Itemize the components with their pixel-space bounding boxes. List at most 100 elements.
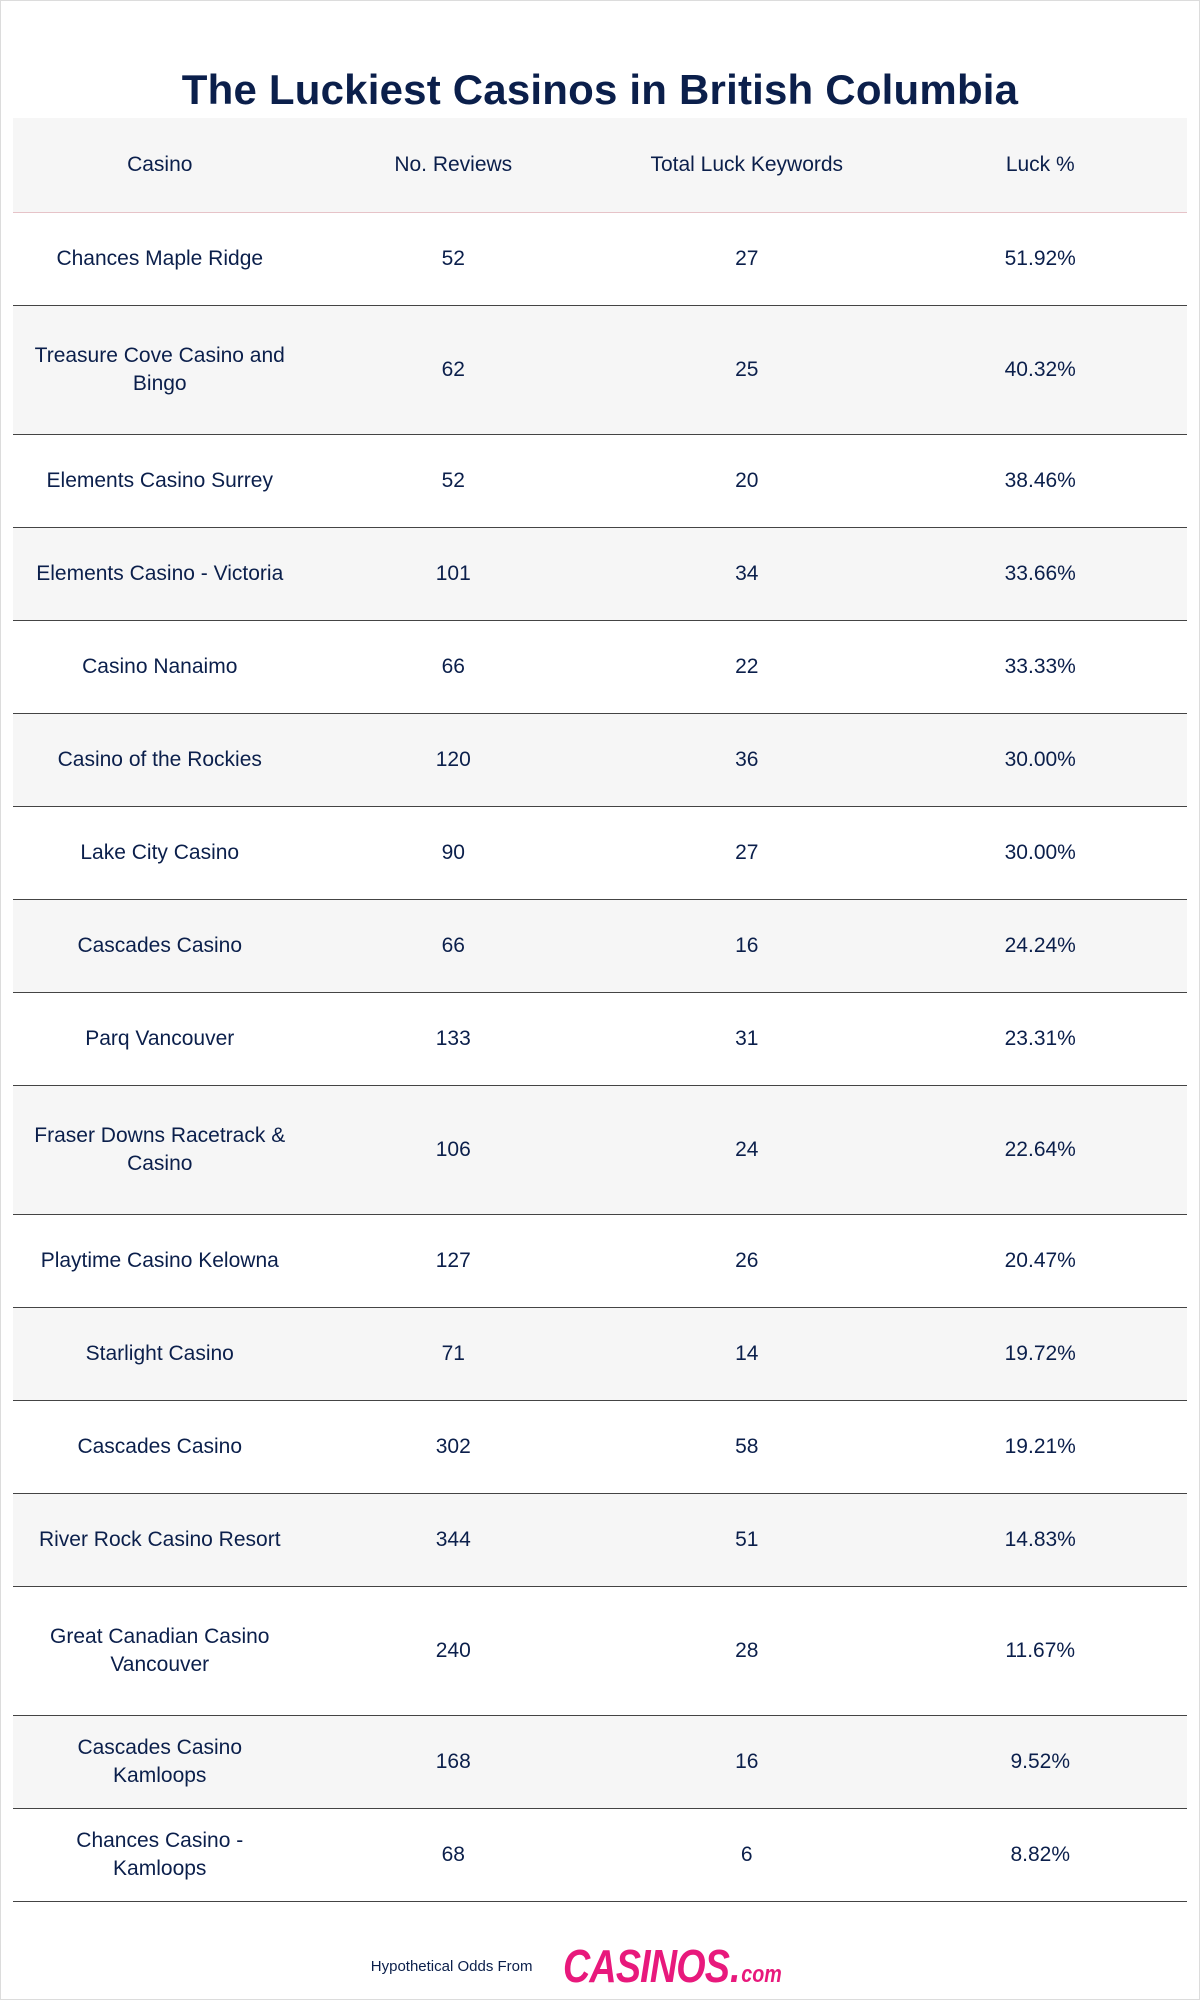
cell-reviews: 52 — [306, 434, 600, 528]
cell-keywords: 58 — [600, 1400, 894, 1494]
cell-casino: Starlight Casino — [13, 1307, 307, 1401]
table-row: Playtime Casino Kelowna 127 26 20.47% — [13, 1214, 1187, 1308]
cell-keywords: 31 — [600, 992, 894, 1086]
cell-luck: 9.52% — [893, 1715, 1187, 1809]
cell-reviews: 62 — [306, 305, 600, 435]
table-header: Casino No. Reviews Total Luck Keywords L… — [13, 118, 1187, 213]
table-row: Cascades Casino 302 58 19.21% — [13, 1400, 1187, 1494]
cell-casino: Cascades Casino — [13, 899, 307, 993]
cell-luck: 38.46% — [893, 434, 1187, 528]
footer: Hypothetical Odds From CASINOS . com — [0, 1940, 1200, 1992]
cell-casino: Parq Vancouver — [13, 992, 307, 1086]
table-row: Cascades Casino Kamloops 168 16 9.52% — [13, 1715, 1187, 1809]
cell-reviews: 68 — [306, 1808, 600, 1902]
cell-keywords: 27 — [600, 806, 894, 900]
cell-luck: 19.72% — [893, 1307, 1187, 1401]
cell-casino: Casino of the Rockies — [13, 713, 307, 807]
table-row: Fraser Downs Racetrack & Casino 106 24 2… — [13, 1085, 1187, 1215]
table-row: Chances Maple Ridge 52 27 51.92% — [13, 212, 1187, 306]
cell-reviews: 71 — [306, 1307, 600, 1401]
table-row: Casino Nanaimo 66 22 33.33% — [13, 620, 1187, 714]
cell-reviews: 127 — [306, 1214, 600, 1308]
cell-luck: 14.83% — [893, 1493, 1187, 1587]
cell-keywords: 51 — [600, 1493, 894, 1587]
cell-keywords: 25 — [600, 305, 894, 435]
cell-luck: 19.21% — [893, 1400, 1187, 1494]
cell-keywords: 24 — [600, 1085, 894, 1215]
cell-casino: River Rock Casino Resort — [13, 1493, 307, 1587]
cell-luck: 11.67% — [893, 1586, 1187, 1716]
cell-reviews: 106 — [306, 1085, 600, 1215]
casino-table: Casino No. Reviews Total Luck Keywords L… — [13, 118, 1187, 1902]
cell-reviews: 344 — [306, 1493, 600, 1587]
cell-keywords: 6 — [600, 1808, 894, 1902]
cell-reviews: 133 — [306, 992, 600, 1086]
table-body: Chances Maple Ridge 52 27 51.92% Treasur… — [13, 212, 1187, 1902]
logo-wordmark: CASINOS — [562, 1940, 730, 1992]
cell-luck: 20.47% — [893, 1214, 1187, 1308]
cell-casino: Cascades Casino Kamloops — [13, 1715, 307, 1809]
cell-luck: 23.31% — [893, 992, 1187, 1086]
table-row: Cascades Casino 66 16 24.24% — [13, 899, 1187, 993]
cell-luck: 30.00% — [893, 806, 1187, 900]
cell-keywords: 28 — [600, 1586, 894, 1716]
table-row: Casino of the Rockies 120 36 30.00% — [13, 713, 1187, 807]
cell-reviews: 66 — [306, 620, 600, 714]
table-row: Treasure Cove Casino and Bingo 62 25 40.… — [13, 305, 1187, 435]
cell-casino: Chances Casino - Kamloops — [13, 1808, 307, 1902]
table-row: Starlight Casino 71 14 19.72% — [13, 1307, 1187, 1401]
cell-casino: Playtime Casino Kelowna — [13, 1214, 307, 1308]
cell-reviews: 240 — [306, 1586, 600, 1716]
table-row: River Rock Casino Resort 344 51 14.83% — [13, 1493, 1187, 1587]
cell-luck: 8.82% — [893, 1808, 1187, 1902]
page-title: The Luckiest Casinos in British Columbia — [181, 66, 1019, 114]
header-keywords: Total Luck Keywords — [600, 118, 894, 213]
table-row: Lake City Casino 90 27 30.00% — [13, 806, 1187, 900]
cell-casino: Chances Maple Ridge — [13, 212, 307, 306]
cell-luck: 24.24% — [893, 899, 1187, 993]
header-row: Casino No. Reviews Total Luck Keywords L… — [13, 118, 1187, 213]
cell-casino: Great Canadian Casino Vancouver — [13, 1586, 307, 1716]
cell-casino: Fraser Downs Racetrack & Casino — [13, 1085, 307, 1215]
cell-luck: 51.92% — [893, 212, 1187, 306]
cell-keywords: 27 — [600, 212, 894, 306]
cell-casino: Cascades Casino — [13, 1400, 307, 1494]
table-row: Parq Vancouver 133 31 23.31% — [13, 992, 1187, 1086]
table-row: Chances Casino - Kamloops 68 6 8.82% — [13, 1808, 1187, 1902]
cell-reviews: 120 — [306, 713, 600, 807]
cell-keywords: 36 — [600, 713, 894, 807]
table-row: Elements Casino - Victoria 101 34 33.66% — [13, 527, 1187, 621]
cell-keywords: 16 — [600, 1715, 894, 1809]
table-row: Great Canadian Casino Vancouver 240 28 1… — [13, 1586, 1187, 1716]
cell-reviews: 66 — [306, 899, 600, 993]
casino-table-container: Casino No. Reviews Total Luck Keywords L… — [13, 118, 1187, 1902]
cell-keywords: 26 — [600, 1214, 894, 1308]
casinos-com-logo[interactable]: CASINOS . com — [563, 1939, 782, 1993]
cell-luck: 33.66% — [893, 527, 1187, 621]
cell-reviews: 90 — [306, 806, 600, 900]
header-luck: Luck % — [893, 118, 1187, 213]
cell-luck: 30.00% — [893, 713, 1187, 807]
cell-reviews: 302 — [306, 1400, 600, 1494]
cell-keywords: 16 — [600, 899, 894, 993]
cell-casino: Lake City Casino — [13, 806, 307, 900]
cell-keywords: 14 — [600, 1307, 894, 1401]
cell-casino: Elements Casino - Victoria — [13, 527, 307, 621]
footer-attribution-text: Hypothetical Odds From — [370, 1957, 533, 1975]
cell-casino: Elements Casino Surrey — [13, 434, 307, 528]
cell-reviews: 168 — [306, 1715, 600, 1809]
cell-reviews: 101 — [306, 527, 600, 621]
cell-luck: 22.64% — [893, 1085, 1187, 1215]
cell-luck: 33.33% — [893, 620, 1187, 714]
logo-dot: . — [729, 1940, 740, 1992]
cell-keywords: 34 — [600, 527, 894, 621]
header-reviews: No. Reviews — [306, 118, 600, 213]
cell-reviews: 52 — [306, 212, 600, 306]
cell-casino: Treasure Cove Casino and Bingo — [13, 305, 307, 435]
cell-luck: 40.32% — [893, 305, 1187, 435]
header-casino: Casino — [13, 118, 307, 213]
logo-tld: com — [740, 1961, 782, 1988]
table-row: Elements Casino Surrey 52 20 38.46% — [13, 434, 1187, 528]
cell-keywords: 22 — [600, 620, 894, 714]
cell-keywords: 20 — [600, 434, 894, 528]
